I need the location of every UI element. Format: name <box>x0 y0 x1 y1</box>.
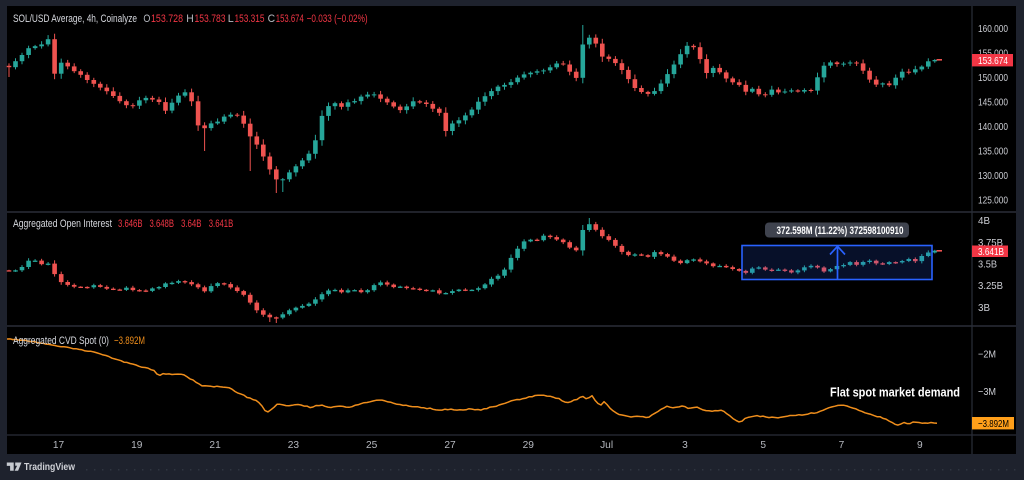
svg-text:3.75B: 3.75B <box>978 238 1003 249</box>
svg-text:H: H <box>186 13 194 25</box>
svg-text:3.641B: 3.641B <box>209 218 234 230</box>
svg-text:−3.892M: −3.892M <box>114 335 145 347</box>
svg-text:Aggregated Open Interest: Aggregated Open Interest <box>13 218 112 230</box>
svg-text:153.315: 153.315 <box>235 13 265 25</box>
svg-text:27: 27 <box>444 440 456 451</box>
svg-text:3.641B: 3.641B <box>978 247 1004 258</box>
svg-text:160.000: 160.000 <box>978 24 1008 35</box>
svg-text:153.728: 153.728 <box>151 13 183 25</box>
svg-text:153.674: 153.674 <box>276 13 304 25</box>
svg-text:150.000: 150.000 <box>978 73 1008 84</box>
svg-text:−3.892M: −3.892M <box>978 419 1009 430</box>
svg-text:135.000: 135.000 <box>978 147 1008 158</box>
svg-text:O: O <box>143 13 150 25</box>
svg-text:140.000: 140.000 <box>978 122 1008 133</box>
svg-text:29: 29 <box>523 440 535 451</box>
svg-text:3.25B: 3.25B <box>978 281 1003 292</box>
svg-text:3.64B: 3.64B <box>181 218 202 230</box>
svg-text:372.598M (11.22%) 372598100910: 372.598M (11.22%) 372598100910 <box>777 225 904 237</box>
svg-text:17: 17 <box>53 440 65 451</box>
svg-text:145.000: 145.000 <box>978 98 1008 109</box>
svg-text:C: C <box>268 13 276 25</box>
svg-text:130.000: 130.000 <box>978 171 1008 182</box>
svg-text:25: 25 <box>366 440 378 451</box>
svg-text:L: L <box>228 13 234 25</box>
svg-text:3: 3 <box>682 440 688 451</box>
svg-text:3.646B: 3.646B <box>118 218 143 230</box>
svg-text:21: 21 <box>209 440 221 451</box>
svg-text:19: 19 <box>131 440 143 451</box>
svg-text:3.5B: 3.5B <box>978 260 997 271</box>
svg-text:Flat spot market demand: Flat spot market demand <box>830 386 960 400</box>
svg-text:5: 5 <box>760 440 766 451</box>
svg-text:TradingView: TradingView <box>24 461 76 473</box>
svg-text:125.000: 125.000 <box>978 196 1008 207</box>
svg-text:SOL/USD Average, 4h, Coinalyze: SOL/USD Average, 4h, Coinalyze <box>13 13 137 25</box>
svg-text:153.783: 153.783 <box>195 13 226 25</box>
svg-text:−2M: −2M <box>978 350 996 361</box>
svg-text:−3M: −3M <box>978 387 996 398</box>
svg-text:Aggregated CVD Spot (0): Aggregated CVD Spot (0) <box>13 335 109 347</box>
svg-text:4B: 4B <box>978 216 990 227</box>
svg-text:23: 23 <box>288 440 300 451</box>
svg-text:Jul: Jul <box>600 440 613 451</box>
svg-text:3B: 3B <box>978 303 990 314</box>
svg-text:−0.033 (−0.02%): −0.033 (−0.02%) <box>307 13 368 25</box>
svg-text:153.674: 153.674 <box>978 56 1008 67</box>
svg-text:9: 9 <box>917 440 923 451</box>
svg-text:7: 7 <box>839 440 845 451</box>
svg-text:3.648B: 3.648B <box>150 218 175 230</box>
